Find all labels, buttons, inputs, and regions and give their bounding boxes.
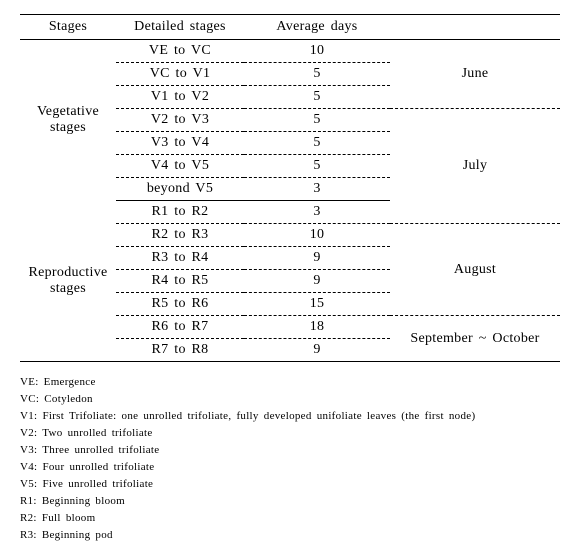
- column-header-stages: Stages: [20, 15, 116, 40]
- column-header-detailed: Detailed stages: [116, 15, 244, 40]
- days-cell: 10: [244, 40, 390, 63]
- detail-cell: R1 to R2: [116, 201, 244, 224]
- detail-cell: V2 to V3: [116, 109, 244, 132]
- days-cell: 3: [244, 178, 390, 201]
- detail-cell: VE to VC: [116, 40, 244, 63]
- legend-line: R1: Beginning bloom: [20, 493, 560, 510]
- legend-line: VC: Cotyledon: [20, 391, 560, 408]
- days-cell: 15: [244, 293, 390, 316]
- table-row: Vegetative stages VE to VC 10 June: [20, 40, 560, 63]
- days-cell: 9: [244, 270, 390, 293]
- days-cell: 5: [244, 63, 390, 86]
- stage-cell-vegetative: Vegetative stages: [20, 40, 116, 201]
- legend-line: V5: Five unrolled trifoliate: [20, 476, 560, 493]
- legend-line: VE: Emergence: [20, 374, 560, 391]
- days-cell: 5: [244, 132, 390, 155]
- column-header-month: [390, 15, 560, 40]
- days-cell: 5: [244, 109, 390, 132]
- detail-cell: R7 to R8: [116, 339, 244, 362]
- table-header-row: Stages Detailed stages Average days: [20, 15, 560, 40]
- days-cell: 5: [244, 155, 390, 178]
- days-cell: 3: [244, 201, 390, 224]
- detail-cell: R2 to R3: [116, 224, 244, 247]
- detail-cell: beyond V5: [116, 178, 244, 201]
- month-cell-august: August: [390, 224, 560, 316]
- legend-line: V1: First Trifoliate: one unrolled trifo…: [20, 408, 560, 425]
- detail-cell: R5 to R6: [116, 293, 244, 316]
- detail-cell: R3 to R4: [116, 247, 244, 270]
- legend-line: R3: Beginning pod: [20, 527, 560, 544]
- month-cell-june: June: [390, 40, 560, 109]
- detail-cell: R4 to R5: [116, 270, 244, 293]
- days-cell: 9: [244, 247, 390, 270]
- days-cell: 10: [244, 224, 390, 247]
- detail-cell: V1 to V2: [116, 86, 244, 109]
- month-cell-july: July: [390, 109, 560, 224]
- stage-cell-reproductive: Reproductive stages: [20, 201, 116, 362]
- legend-line: V4: Four unrolled trifoliate: [20, 459, 560, 476]
- detail-cell: VC to V1: [116, 63, 244, 86]
- days-cell: 9: [244, 339, 390, 362]
- growth-stages-table: Stages Detailed stages Average days Vege…: [20, 14, 560, 362]
- legend-line: V3: Three unrolled trifoliate: [20, 442, 560, 459]
- legend-block: VE: Emergence VC: Cotyledon V1: First Tr…: [20, 374, 560, 544]
- month-cell-sep-oct: September ~ October: [390, 316, 560, 362]
- days-cell: 18: [244, 316, 390, 339]
- detail-cell: V4 to V5: [116, 155, 244, 178]
- days-cell: 5: [244, 86, 390, 109]
- column-header-days: Average days: [244, 15, 390, 40]
- legend-line: V2: Two unrolled trifoliate: [20, 425, 560, 442]
- legend-line: R2: Full bloom: [20, 510, 560, 527]
- detail-cell: V3 to V4: [116, 132, 244, 155]
- detail-cell: R6 to R7: [116, 316, 244, 339]
